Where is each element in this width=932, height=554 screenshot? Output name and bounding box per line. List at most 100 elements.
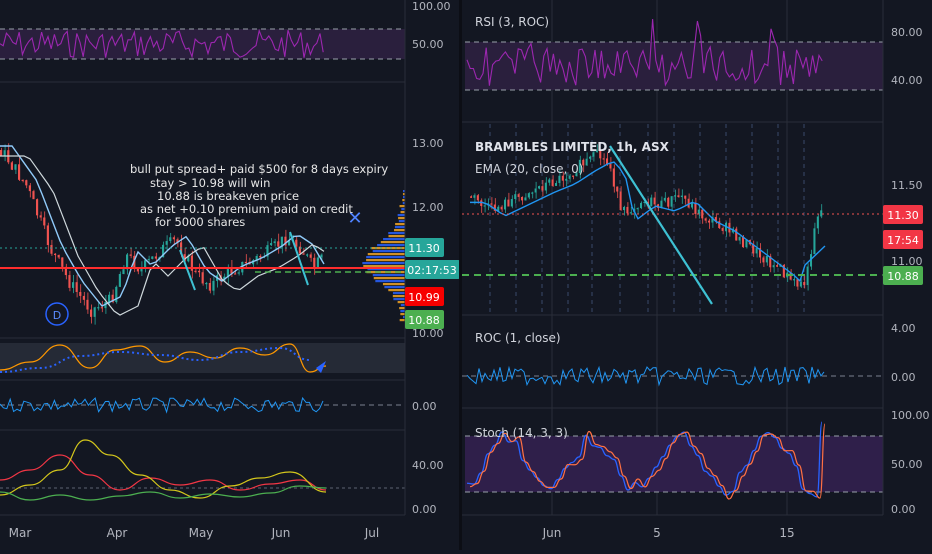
fast-moving-average xyxy=(0,145,325,307)
stoch-title: Stoch (14, 3, 3) xyxy=(475,426,568,440)
candle-body xyxy=(68,275,71,288)
candle-body xyxy=(480,200,483,207)
candle-body xyxy=(208,282,211,291)
candle-body xyxy=(735,228,738,241)
candle-body xyxy=(793,279,796,281)
volume-profile-bar xyxy=(372,250,405,253)
tick-label: 4.00 xyxy=(891,322,916,335)
candle-body xyxy=(46,225,49,246)
candle-body xyxy=(483,205,486,207)
candle-body xyxy=(653,197,656,205)
candle-body xyxy=(507,199,510,207)
candle-body xyxy=(154,256,157,259)
tick-label: 100.00 xyxy=(412,0,451,13)
candle-body xyxy=(476,195,479,201)
candle-body xyxy=(510,199,513,207)
candle-body xyxy=(575,173,578,177)
candle-body xyxy=(147,258,150,261)
candle-body xyxy=(636,208,639,210)
candle-body xyxy=(599,150,602,159)
candle-body xyxy=(524,197,527,201)
candle-body xyxy=(772,265,775,268)
candle-body xyxy=(144,260,147,269)
candle-body xyxy=(255,255,258,261)
right-time-axis: Jun 5 15 xyxy=(542,526,795,540)
volume-profile-bar xyxy=(366,256,405,259)
candle-body xyxy=(97,307,100,309)
volume-profile-bar xyxy=(400,304,405,307)
candle-body xyxy=(789,272,792,280)
candle-body xyxy=(140,268,143,272)
candle-body xyxy=(592,152,595,157)
dividend-marker[interactable] xyxy=(45,302,69,326)
candle-body xyxy=(151,256,154,259)
candle-body xyxy=(504,199,507,210)
time-tick: 15 xyxy=(779,526,794,540)
candle-body xyxy=(803,281,806,286)
candle-body xyxy=(79,291,82,296)
annotation-text: bull put spread+ paid $500 for 8 days ex… xyxy=(130,162,388,229)
candle-body xyxy=(616,186,619,192)
candle-body xyxy=(619,191,622,211)
right-countdown-badge-text: 17:54 xyxy=(887,234,919,247)
left-dmi-series xyxy=(0,439,327,501)
candle-body xyxy=(643,201,646,204)
candle-body xyxy=(270,243,273,246)
tick-label: 100.00 xyxy=(891,409,930,422)
candle-body xyxy=(288,240,291,246)
candle-body xyxy=(582,159,585,166)
tick-label: 11.50 xyxy=(891,179,923,192)
volume-profile-bar xyxy=(371,247,405,250)
candle-body xyxy=(298,246,301,254)
candle-body xyxy=(280,236,283,247)
candle-body xyxy=(104,302,107,309)
left-osc-2-series xyxy=(0,396,324,414)
right-price-axis: 80.00 40.00 11.50 11.00 4.00 0.00 100.00… xyxy=(891,26,930,516)
volume-profile-bar xyxy=(393,298,405,301)
volume-profile-bar xyxy=(372,274,405,277)
right-pane: RSI (3, ROC) BRAMBLES LIMITED, 1h, ASX E… xyxy=(462,0,930,540)
right-rsi-title: RSI (3, ROC) xyxy=(475,15,549,29)
left-price-axis: 100.00 50.00 13.00 12.00 10.00 0.00 40.0… xyxy=(412,0,451,516)
candle-body xyxy=(277,241,280,247)
volume-profile-bar xyxy=(401,208,405,211)
candle-body xyxy=(50,245,53,254)
volume-profile-bar xyxy=(388,289,405,292)
symbol-title: BRAMBLES LIMITED, 1h, ASX xyxy=(475,140,670,154)
candle-body xyxy=(108,294,111,303)
candle-body xyxy=(302,253,305,255)
candle-body xyxy=(190,255,193,271)
volume-profile-bar xyxy=(399,205,405,208)
volume-profile-bar xyxy=(373,277,405,280)
left-osc-1-series xyxy=(0,343,327,373)
volume-profile-bar xyxy=(399,319,405,322)
candle-body xyxy=(316,257,319,268)
right-last-price-badge-text: 11.30 xyxy=(887,209,919,222)
right-trend-line xyxy=(609,145,713,305)
candle-body xyxy=(57,255,60,258)
candle-body xyxy=(776,265,779,267)
volume-profile-bar xyxy=(382,283,405,286)
volume-profile-bar xyxy=(394,229,405,232)
breakeven-badge xyxy=(405,310,444,329)
candle-body xyxy=(172,237,175,240)
candle-body xyxy=(313,257,316,268)
candle-body xyxy=(514,194,517,200)
candle-body xyxy=(762,257,765,263)
volume-profile-bar xyxy=(395,223,405,226)
volume-profile-bar xyxy=(380,241,405,244)
volume-profile-bar xyxy=(375,280,405,283)
right-candles xyxy=(470,144,823,291)
pane-separator[interactable] xyxy=(459,0,462,550)
candle-body xyxy=(39,215,42,218)
candle-body xyxy=(490,203,493,205)
osc-2-line xyxy=(0,396,324,414)
candle-body xyxy=(806,266,809,286)
candle-body xyxy=(115,286,118,303)
candle-body xyxy=(14,164,17,170)
dmi-yellow-line xyxy=(0,439,327,499)
rsi-line xyxy=(0,28,324,59)
candle-body xyxy=(194,270,197,272)
volume-profile xyxy=(362,190,405,322)
